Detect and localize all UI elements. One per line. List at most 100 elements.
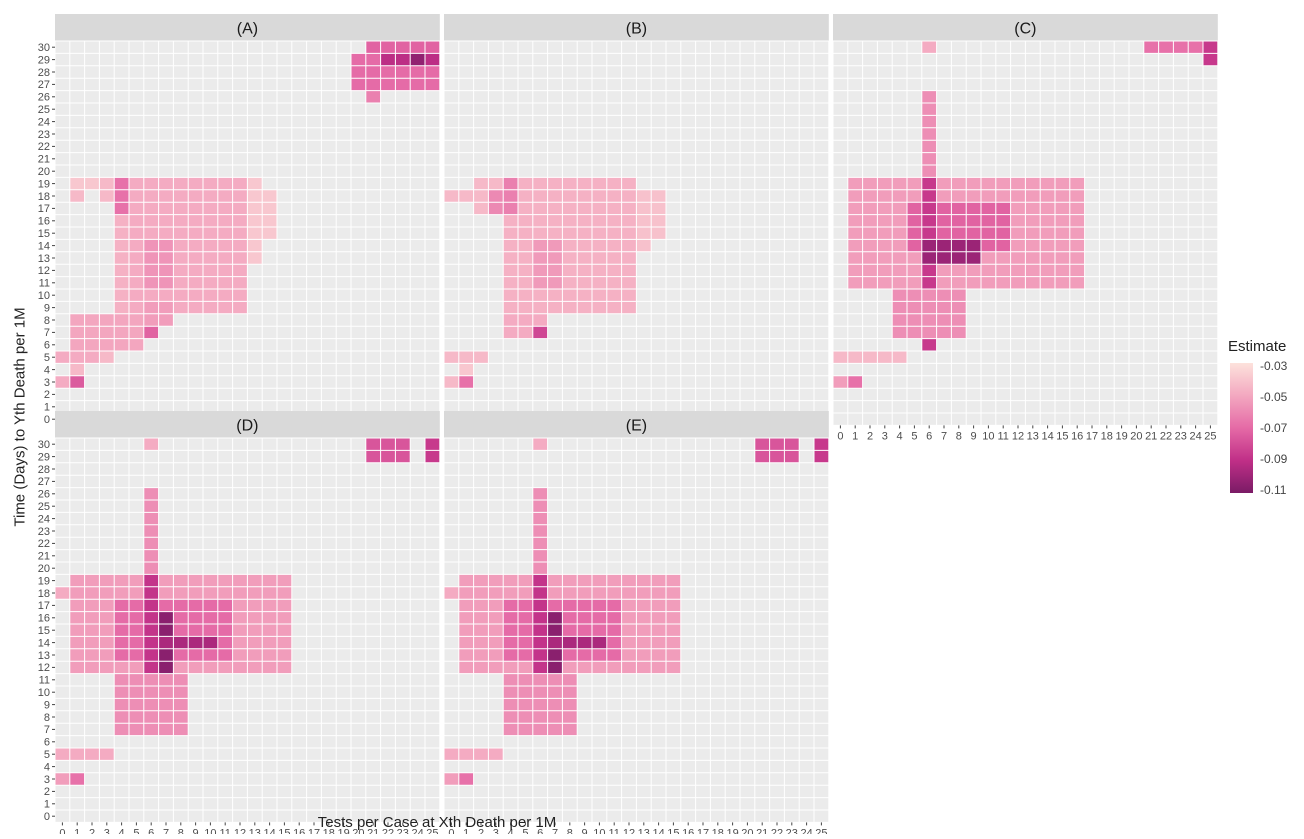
heatmap-cell xyxy=(188,239,203,252)
heatmap-cell xyxy=(503,661,518,674)
heatmap-cell xyxy=(69,574,85,587)
heatmap-cell xyxy=(114,338,129,351)
heatmap-cell xyxy=(518,599,533,612)
heatmap-cell xyxy=(1055,276,1070,289)
heatmap-cell xyxy=(488,611,504,624)
heatmap-cell xyxy=(518,723,533,736)
heatmap-cell xyxy=(380,53,396,66)
legend: Estimate -0.03 -0.05 -0.07 -0.09 -0.11 xyxy=(1228,338,1288,497)
heatmap-cell xyxy=(473,189,489,203)
heatmap-cell xyxy=(651,611,666,624)
heatmap-cell xyxy=(577,636,592,649)
heatmap-cell xyxy=(203,202,218,215)
heatmap-cell xyxy=(129,264,144,277)
heatmap-cell xyxy=(247,611,263,624)
heatmap-cell xyxy=(892,289,907,302)
heatmap-cell xyxy=(951,326,967,339)
x-tick-label: 10 xyxy=(982,430,994,442)
heatmap-cell xyxy=(129,624,144,637)
heatmap-cell xyxy=(532,611,548,624)
heatmap-cell xyxy=(666,624,681,637)
y-tick-label: 22 xyxy=(38,538,50,550)
y-tick-label: 19 xyxy=(38,178,50,190)
heatmap-cell xyxy=(473,574,489,587)
heatmap-cell xyxy=(666,611,681,624)
heatmap-cell xyxy=(129,648,144,662)
heatmap-cell xyxy=(217,611,233,624)
heatmap-cell xyxy=(69,611,85,624)
x-tick-label: 12 xyxy=(1012,430,1024,442)
heatmap-cell xyxy=(532,624,548,637)
x-tick-label: 19 xyxy=(726,827,738,834)
heatmap-cell xyxy=(173,710,189,724)
heatmap-cell xyxy=(592,289,607,302)
heatmap-cell xyxy=(666,636,681,649)
facet-strip xyxy=(444,14,829,41)
heatmap-cell xyxy=(518,313,533,327)
heatmap-cell xyxy=(532,512,548,525)
heatmap-cell xyxy=(1010,202,1026,215)
x-tick-label: 21 xyxy=(367,827,379,834)
heatmap-cell xyxy=(247,227,263,240)
heatmap-cell xyxy=(981,251,996,265)
heatmap-cell xyxy=(410,53,425,66)
heatmap-cell xyxy=(651,648,666,662)
heatmap-cell xyxy=(862,239,878,252)
facet-panel: (B) xyxy=(443,14,830,426)
heatmap-cell xyxy=(1025,227,1041,240)
heatmap-cell xyxy=(769,450,785,463)
heatmap-cell xyxy=(84,648,100,662)
heatmap-cell xyxy=(606,636,622,649)
heatmap-cell xyxy=(1055,177,1070,190)
heatmap-cell xyxy=(158,313,174,327)
heatmap-cell xyxy=(1069,177,1085,190)
heatmap-cell xyxy=(606,624,622,637)
heatmap-cell xyxy=(488,202,504,215)
heatmap-cell xyxy=(247,586,263,600)
heatmap-cell xyxy=(203,264,218,277)
x-tick-label: 23 xyxy=(1175,430,1187,442)
heatmap-cell xyxy=(232,202,248,215)
heatmap-cell xyxy=(966,214,981,227)
heatmap-cell xyxy=(921,301,937,314)
legend-colorbar-area: -0.03 -0.05 -0.07 -0.09 -0.11 xyxy=(1228,359,1288,497)
heatmap-cell xyxy=(936,227,952,240)
x-tick-label: 17 xyxy=(1086,430,1098,442)
heatmap-cell xyxy=(247,661,263,674)
heatmap-cell xyxy=(833,375,848,389)
heatmap-cell xyxy=(847,189,863,203)
heatmap-cell xyxy=(143,723,159,736)
heatmap-cell xyxy=(129,289,144,302)
y-tick-label: 9 xyxy=(44,699,50,711)
heatmap-cell xyxy=(262,189,277,203)
heatmap-cell xyxy=(532,177,548,190)
heatmap-cell xyxy=(114,289,129,302)
heatmap-cell xyxy=(458,648,474,662)
heatmap-cell xyxy=(892,301,907,314)
heatmap-cell xyxy=(518,624,533,637)
heatmap-cell xyxy=(921,165,937,178)
x-tick-label: 3 xyxy=(493,827,499,834)
heatmap-cell xyxy=(114,264,129,277)
heatmap-cell xyxy=(129,202,144,215)
heatmap-cell xyxy=(532,438,548,451)
heatmap-cell xyxy=(562,673,578,686)
heatmap-cell xyxy=(503,574,518,587)
legend-label: -0.09 xyxy=(1260,452,1288,466)
heatmap-cell xyxy=(129,326,144,339)
x-tick-label: 24 xyxy=(800,827,812,834)
y-tick-label: 8 xyxy=(44,315,50,327)
heatmap-cell xyxy=(921,127,937,141)
y-tick-label: 0 xyxy=(44,414,50,426)
heatmap-cell xyxy=(232,636,248,649)
heatmap-cell xyxy=(921,214,937,227)
heatmap-cell xyxy=(143,500,159,513)
heatmap-cell xyxy=(547,599,563,612)
heatmap-cell xyxy=(532,289,548,302)
heatmap-cell xyxy=(907,326,922,339)
heatmap-cell xyxy=(592,251,607,265)
facet-panel: (A)0123456789101112131415161718192021222… xyxy=(38,14,441,426)
heatmap-cell xyxy=(188,661,203,674)
heatmap-cell xyxy=(592,177,607,190)
heatmap-cell xyxy=(232,599,248,612)
